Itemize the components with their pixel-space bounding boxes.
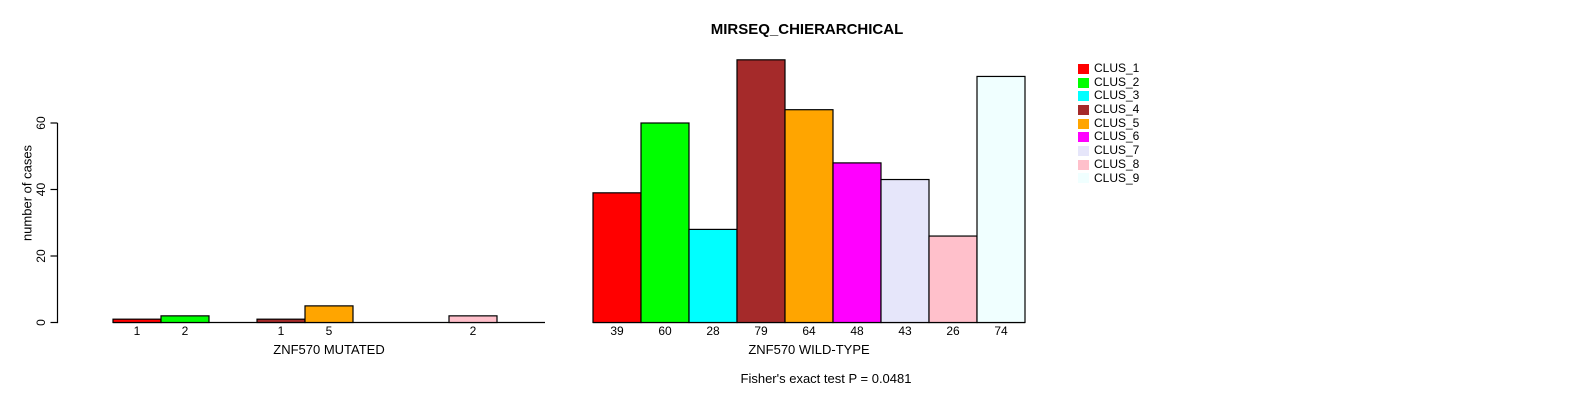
legend-swatch xyxy=(1078,118,1089,129)
bar-value-label: 43 xyxy=(898,324,912,338)
legend-item: CLUS_7 xyxy=(1078,143,1140,158)
legend-item: CLUS_4 xyxy=(1078,102,1140,117)
bar-value-label: 5 xyxy=(326,324,333,338)
legend-swatch xyxy=(1078,159,1089,170)
legend-item: CLUS_9 xyxy=(1078,170,1140,186)
fisher-test-annotation: Fisher's exact test P = 0.0481 xyxy=(740,371,912,386)
bar-value-label: 1 xyxy=(278,324,285,338)
y-tick-label: 60 xyxy=(34,116,48,130)
bar-clus_4 xyxy=(736,59,786,324)
bar-clus_6 xyxy=(832,162,882,324)
chart-title: MIRSEQ_CHIERARCHICAL xyxy=(710,21,904,38)
legend-label: CLUS_6 xyxy=(1094,129,1140,144)
y-tick-label: 40 xyxy=(34,183,48,197)
bar-value-label: 2 xyxy=(182,324,189,338)
bar-clus_5 xyxy=(784,109,834,324)
bar-clus_7 xyxy=(880,178,930,324)
legend-label: CLUS_2 xyxy=(1094,74,1140,89)
legend-label: CLUS_5 xyxy=(1094,115,1140,130)
legend-item: CLUS_8 xyxy=(1078,156,1140,172)
legend-item: CLUS_2 xyxy=(1078,74,1140,90)
legend-swatch xyxy=(1078,132,1089,143)
legend-item: CLUS_5 xyxy=(1078,115,1140,131)
legend-label: CLUS_1 xyxy=(1094,61,1140,75)
bar-clus_9 xyxy=(976,75,1026,324)
bar-value-label: 74 xyxy=(994,324,1008,338)
legend-swatch xyxy=(1078,145,1089,156)
legend-swatch xyxy=(1078,77,1089,88)
legend-swatch xyxy=(1078,104,1089,115)
legend-swatch xyxy=(1078,91,1089,102)
legend-label: CLUS_8 xyxy=(1094,156,1140,171)
legend-label: CLUS_9 xyxy=(1094,170,1140,185)
legend: CLUS_1 CLUS_2 CLUS_3 CLUS_4 CLUS_5 CLUS_6 CLUS… xyxy=(1078,61,1140,186)
bar-value-label: 28 xyxy=(706,324,720,338)
legend-item: CLUS_3 xyxy=(1078,89,1139,103)
x-axis-label-mutated: ZNF570 MUTATED xyxy=(273,342,385,357)
y-tick-label: 0 xyxy=(34,319,48,326)
bar-clus_1 xyxy=(592,192,642,324)
legend-label: CLUS_7 xyxy=(1094,143,1140,158)
legend-label: CLUS_4 xyxy=(1094,102,1140,117)
bar-clus_5 xyxy=(304,305,354,324)
bar-value-label: 79 xyxy=(754,324,768,338)
legend-label: CLUS_3 xyxy=(1094,88,1140,103)
bar-clus_2 xyxy=(160,315,210,324)
legend-item: CLUS_6 xyxy=(1078,130,1139,144)
bar-value-label: 2 xyxy=(470,324,477,338)
bar-clus_8 xyxy=(928,235,978,324)
bar-value-label: 60 xyxy=(658,324,672,338)
bar-clus_8 xyxy=(448,315,498,324)
bar-clus_4 xyxy=(256,318,306,324)
x-axis-label-wildtype: ZNF570 WILD-TYPE xyxy=(748,342,870,357)
bar-clus_2 xyxy=(640,122,690,324)
bar-value-label: 39 xyxy=(610,324,624,338)
legend-swatch xyxy=(1078,173,1089,184)
bar-value-label: 64 xyxy=(802,324,816,338)
bar-value-label: 1 xyxy=(134,324,141,338)
bar-clus_3 xyxy=(688,228,738,324)
bar-value-label: 48 xyxy=(850,324,864,338)
bar-value-label: 26 xyxy=(946,324,960,338)
legend-swatch xyxy=(1078,63,1089,74)
legend-item: CLUS_1 xyxy=(1078,61,1140,76)
bar-clus_1 xyxy=(112,318,162,324)
y-tick-label: 20 xyxy=(34,249,48,263)
